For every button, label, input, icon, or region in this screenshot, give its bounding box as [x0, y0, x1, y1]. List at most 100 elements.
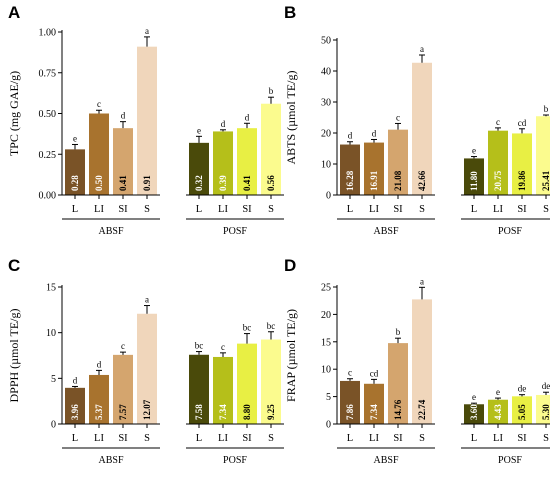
data-label: 11.80	[469, 171, 479, 191]
significance-letter: d	[121, 111, 126, 121]
significance-letter: a	[420, 276, 424, 286]
data-label: 14.76	[393, 399, 403, 420]
data-label: 8.80	[242, 404, 252, 420]
data-label: 4.43	[493, 404, 503, 420]
data-label: 7.58	[194, 404, 204, 420]
y-tick-label: 0	[326, 191, 331, 202]
y-tick-label: 15	[46, 283, 56, 294]
y-axis-label: TPC (mg GAE/g)	[7, 71, 21, 156]
data-label: 0.56	[266, 175, 276, 191]
significance-letter: cd	[370, 368, 379, 378]
panel-letter: C	[8, 256, 20, 275]
bar	[237, 128, 257, 195]
category-label: LI	[94, 204, 104, 215]
category-label: S	[144, 204, 150, 215]
bar	[364, 383, 384, 424]
data-label: 0.32	[194, 175, 204, 191]
bar	[488, 399, 508, 424]
significance-letter: c	[221, 342, 225, 352]
y-axis-label: DPPH (µmol TE/g)	[7, 308, 21, 402]
y-tick-label: 1.00	[39, 28, 57, 39]
category-label: LI	[369, 433, 379, 444]
y-tick-label: 0	[51, 420, 56, 431]
bar	[364, 142, 384, 195]
y-tick-label: 10	[321, 160, 331, 171]
bar	[512, 133, 532, 195]
bar	[65, 387, 85, 424]
category-label: S	[268, 204, 274, 215]
category-label: S	[543, 204, 549, 215]
data-label: 42.66	[417, 170, 427, 191]
significance-letter: c	[97, 99, 101, 109]
significance-letter: c	[496, 117, 500, 127]
bar	[65, 149, 85, 195]
data-label: 20.75	[493, 170, 503, 191]
data-label: 22.74	[417, 399, 427, 420]
data-label: 7.57	[118, 404, 128, 420]
bar	[464, 158, 484, 195]
bar	[189, 354, 209, 424]
y-tick-label: 0.75	[39, 68, 57, 79]
bar	[261, 339, 281, 424]
y-tick-label: 10	[321, 365, 331, 376]
bar	[137, 46, 157, 195]
significance-letter: d	[221, 119, 226, 129]
category-label: L	[196, 204, 202, 215]
significance-letter: d	[73, 375, 78, 385]
data-label: 7.86	[345, 404, 355, 420]
category-label: S	[543, 433, 549, 444]
y-tick-label: 30	[321, 98, 331, 109]
data-label: 7.34	[218, 404, 228, 420]
bar	[137, 313, 157, 424]
data-label: 16.91	[369, 170, 379, 191]
y-tick-label: 25	[321, 283, 331, 294]
chart-panel-D: D FRAP (µmol TE/g) 0 5 10 15 20 25 c 7.86 Lcd 7.34 L…	[284, 256, 550, 466]
category-label: LI	[369, 204, 379, 215]
category-label: L	[72, 433, 78, 444]
significance-letter: e	[73, 133, 77, 143]
bar	[213, 356, 233, 424]
bar	[464, 404, 484, 424]
category-label: LI	[218, 204, 228, 215]
category-label: L	[72, 204, 78, 215]
significance-letter: d	[245, 112, 250, 122]
data-label: 21.08	[393, 170, 403, 191]
bar	[89, 374, 109, 424]
data-label: 19.86	[517, 170, 527, 191]
data-label: 0.41	[242, 175, 252, 191]
significance-letter: e	[496, 387, 500, 397]
category-label: S	[268, 433, 274, 444]
panel-letter: D	[284, 256, 296, 275]
bar	[340, 144, 360, 195]
y-tick-label: 5	[51, 374, 56, 385]
panel-letter: A	[8, 3, 20, 22]
significance-letter: d	[372, 128, 377, 138]
y-tick-label: 5	[326, 392, 331, 403]
bar	[536, 116, 550, 195]
data-label: 3.60	[469, 404, 479, 420]
bar	[113, 354, 133, 424]
category-label: SI	[118, 204, 128, 215]
category-label: L	[347, 433, 353, 444]
category-label: SI	[517, 433, 527, 444]
data-label: 16.28	[345, 170, 355, 191]
y-tick-label: 0.25	[39, 150, 57, 161]
category-label: S	[419, 433, 425, 444]
bar	[488, 130, 508, 195]
significance-letter: e	[472, 392, 476, 402]
group-label: ABSF	[373, 455, 398, 466]
y-tick-label: 0.50	[39, 109, 57, 120]
bar	[261, 103, 281, 195]
group-label: POSF	[498, 455, 522, 466]
category-label: L	[196, 433, 202, 444]
chart-panel-B: B ABTS (µmol TE/g) 0 10 20 30 40 50 d 16.28 Ld 16.9…	[284, 3, 550, 237]
y-tick-label: 20	[321, 129, 331, 140]
bar	[237, 343, 257, 424]
significance-letter: d	[97, 359, 102, 369]
group-label: ABSF	[373, 226, 398, 237]
data-label: 5.37	[94, 404, 104, 420]
category-label: LI	[94, 433, 104, 444]
significance-letter: e	[472, 146, 476, 156]
data-label: 0.39	[218, 175, 228, 191]
significance-letter: b	[396, 327, 401, 337]
